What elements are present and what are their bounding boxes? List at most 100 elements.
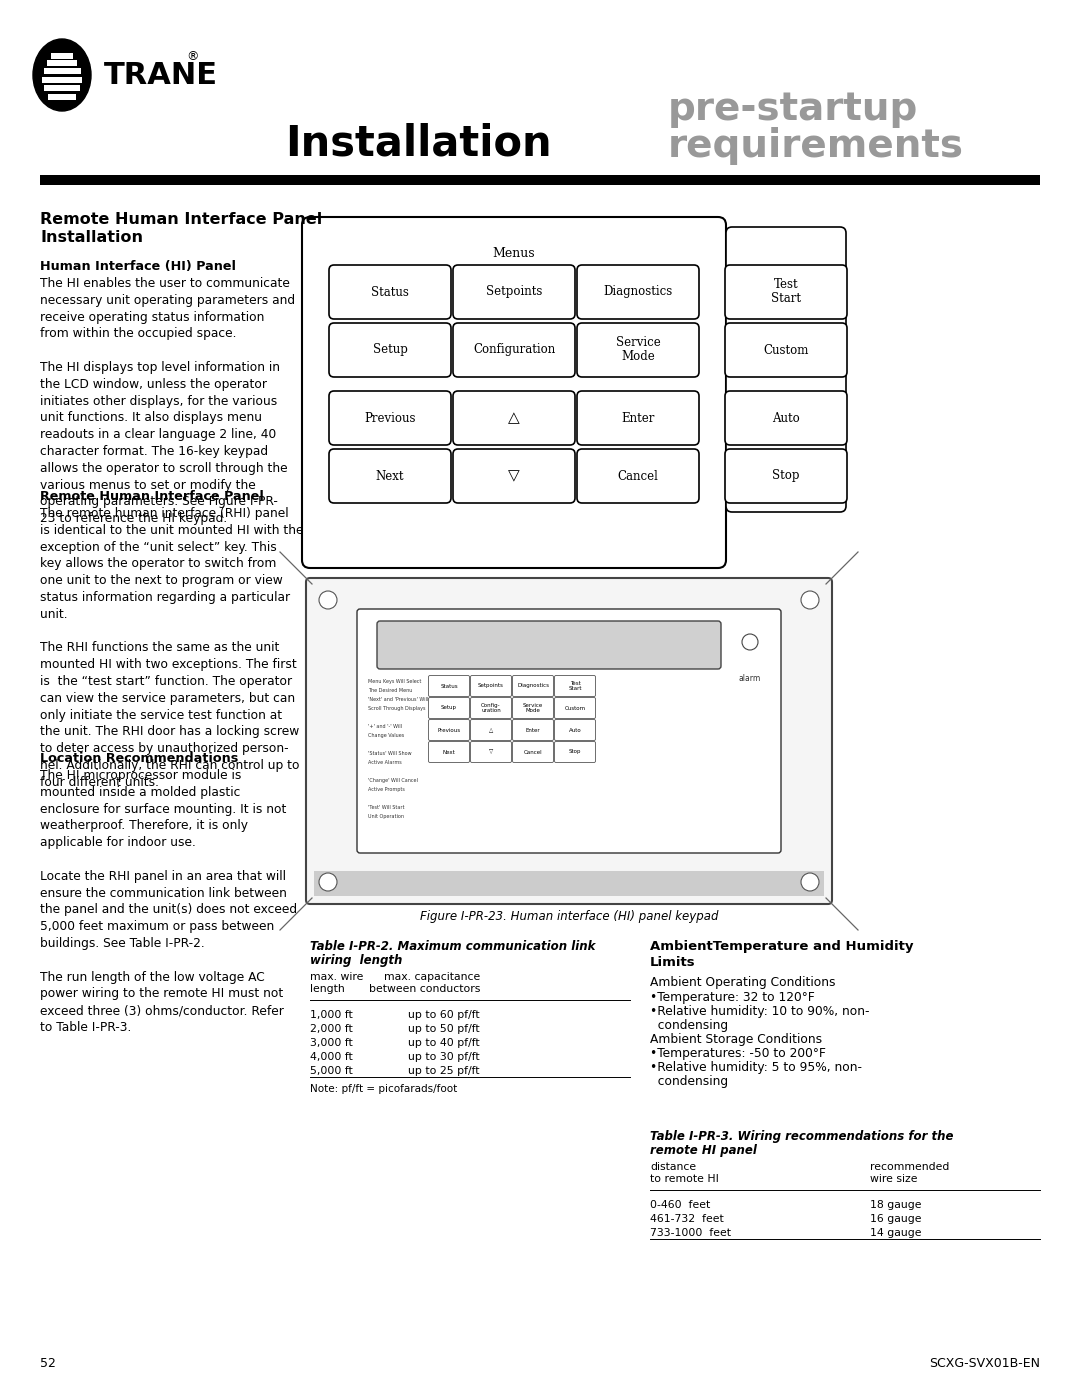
Text: •Temperatures: -50 to 200°F: •Temperatures: -50 to 200°F	[650, 1046, 826, 1060]
Text: ▽: ▽	[489, 750, 494, 754]
Text: AmbientTemperature and Humidity: AmbientTemperature and Humidity	[650, 940, 914, 953]
Text: The Desired Menu: The Desired Menu	[368, 687, 413, 693]
Text: △: △	[508, 411, 519, 425]
Text: Status: Status	[372, 285, 409, 299]
Text: 733-1000  feet: 733-1000 feet	[650, 1228, 731, 1238]
Text: Setup: Setup	[373, 344, 407, 356]
Text: 18 gauge: 18 gauge	[870, 1200, 921, 1210]
FancyBboxPatch shape	[726, 226, 846, 511]
Bar	[51, 53, 73, 59]
Text: 52: 52	[40, 1356, 56, 1370]
FancyBboxPatch shape	[725, 448, 847, 503]
Circle shape	[801, 873, 819, 891]
Text: 4,000 ft: 4,000 ft	[310, 1052, 353, 1062]
Text: Service
Mode: Service Mode	[616, 337, 660, 363]
Text: 14 gauge: 14 gauge	[870, 1228, 921, 1238]
Text: △: △	[489, 728, 494, 732]
Text: ®: ®	[186, 50, 199, 63]
Text: Menu Keys Will Select: Menu Keys Will Select	[368, 679, 421, 685]
Text: Diagnostics: Diagnostics	[604, 285, 673, 299]
FancyBboxPatch shape	[513, 719, 554, 740]
Text: •Relative humidity: 5 to 95%, non-: •Relative humidity: 5 to 95%, non-	[650, 1060, 862, 1074]
Text: Previous: Previous	[364, 412, 416, 425]
Text: Location Recommendations: Location Recommendations	[40, 752, 239, 766]
Text: TRANE: TRANE	[104, 60, 218, 89]
Text: up to 40 pf/ft: up to 40 pf/ft	[408, 1038, 480, 1048]
Text: 0-460  feet: 0-460 feet	[650, 1200, 711, 1210]
FancyBboxPatch shape	[725, 323, 847, 377]
Circle shape	[801, 591, 819, 609]
Text: The HI enables the user to communicate
necessary unit operating parameters and
r: The HI enables the user to communicate n…	[40, 277, 295, 525]
Text: up to 25 pf/ft: up to 25 pf/ft	[408, 1066, 480, 1076]
Text: Next: Next	[376, 469, 404, 482]
FancyBboxPatch shape	[329, 448, 451, 503]
FancyBboxPatch shape	[471, 719, 512, 740]
Text: Test
Start: Test Start	[568, 680, 582, 692]
Text: Cancel: Cancel	[618, 469, 659, 482]
FancyBboxPatch shape	[471, 697, 512, 718]
Text: 3,000 ft: 3,000 ft	[310, 1038, 353, 1048]
Text: Remote Human Interface Panel: Remote Human Interface Panel	[40, 490, 264, 503]
FancyBboxPatch shape	[453, 323, 575, 377]
Text: 5,000 ft: 5,000 ft	[310, 1066, 353, 1076]
FancyBboxPatch shape	[357, 609, 781, 854]
Text: 16 gauge: 16 gauge	[870, 1214, 921, 1224]
FancyBboxPatch shape	[513, 697, 554, 718]
Text: condensing: condensing	[650, 1018, 728, 1032]
Text: Auto: Auto	[772, 412, 800, 425]
FancyBboxPatch shape	[306, 578, 832, 904]
Text: alarm: alarm	[739, 673, 761, 683]
Text: remote HI panel: remote HI panel	[650, 1144, 757, 1157]
FancyBboxPatch shape	[554, 676, 595, 697]
Text: Ambient Operating Conditions: Ambient Operating Conditions	[650, 977, 836, 989]
Text: Setup: Setup	[441, 705, 457, 711]
Text: Custom: Custom	[764, 344, 809, 356]
Text: 1,000 ft: 1,000 ft	[310, 1010, 353, 1020]
Text: Note: pf/ft = picofarads/foot: Note: pf/ft = picofarads/foot	[310, 1084, 457, 1094]
Text: Unit Operation: Unit Operation	[368, 814, 404, 819]
Bar	[48, 60, 77, 66]
FancyBboxPatch shape	[453, 391, 575, 446]
Text: •Temperature: 32 to 120°F: •Temperature: 32 to 120°F	[650, 990, 814, 1004]
FancyBboxPatch shape	[725, 265, 847, 319]
FancyBboxPatch shape	[471, 742, 512, 763]
Text: Active Prompts: Active Prompts	[368, 787, 405, 792]
Text: up to 50 pf/ft: up to 50 pf/ft	[408, 1024, 480, 1034]
Text: 'Change' Will Cancel: 'Change' Will Cancel	[368, 778, 418, 782]
Text: max. wire
length: max. wire length	[310, 972, 363, 993]
Text: Installation: Installation	[40, 231, 143, 244]
FancyBboxPatch shape	[554, 697, 595, 718]
Text: up to 30 pf/ft: up to 30 pf/ft	[408, 1052, 480, 1062]
Text: 'Status' Will Show: 'Status' Will Show	[368, 752, 411, 756]
Text: Stop: Stop	[569, 750, 581, 754]
Text: The HI microprocessor module is
mounted inside a molded plastic
enclosure for su: The HI microprocessor module is mounted …	[40, 768, 297, 1034]
Bar	[43, 68, 81, 74]
FancyBboxPatch shape	[429, 742, 470, 763]
Bar	[40, 175, 1040, 184]
Text: wiring  length: wiring length	[310, 954, 403, 967]
Text: Custom: Custom	[565, 705, 585, 711]
Text: Stop: Stop	[772, 469, 800, 482]
Text: Setpoints: Setpoints	[486, 285, 542, 299]
FancyBboxPatch shape	[329, 265, 451, 319]
FancyBboxPatch shape	[577, 323, 699, 377]
FancyBboxPatch shape	[554, 742, 595, 763]
Text: Table I-PR-2. Maximum communication link: Table I-PR-2. Maximum communication link	[310, 940, 595, 953]
Circle shape	[742, 634, 758, 650]
FancyBboxPatch shape	[453, 448, 575, 503]
FancyBboxPatch shape	[471, 676, 512, 697]
Text: Configuration: Configuration	[473, 344, 555, 356]
Text: Setpoints: Setpoints	[478, 683, 504, 689]
Text: Menus: Menus	[492, 247, 536, 260]
Bar	[314, 870, 824, 895]
Text: •Relative humidity: 10 to 90%, non-: •Relative humidity: 10 to 90%, non-	[650, 1004, 869, 1018]
Text: '+' and '-' Will: '+' and '-' Will	[368, 724, 402, 729]
Text: Human Interface (HI) Panel: Human Interface (HI) Panel	[40, 260, 237, 272]
Text: Enter: Enter	[621, 412, 654, 425]
Text: Installation: Installation	[285, 123, 552, 165]
Bar	[48, 94, 76, 101]
Text: up to 60 pf/ft: up to 60 pf/ft	[408, 1010, 480, 1020]
Text: Test
Start: Test Start	[771, 278, 801, 306]
Text: Limits: Limits	[650, 956, 696, 970]
Text: Active Alarms: Active Alarms	[368, 760, 402, 766]
